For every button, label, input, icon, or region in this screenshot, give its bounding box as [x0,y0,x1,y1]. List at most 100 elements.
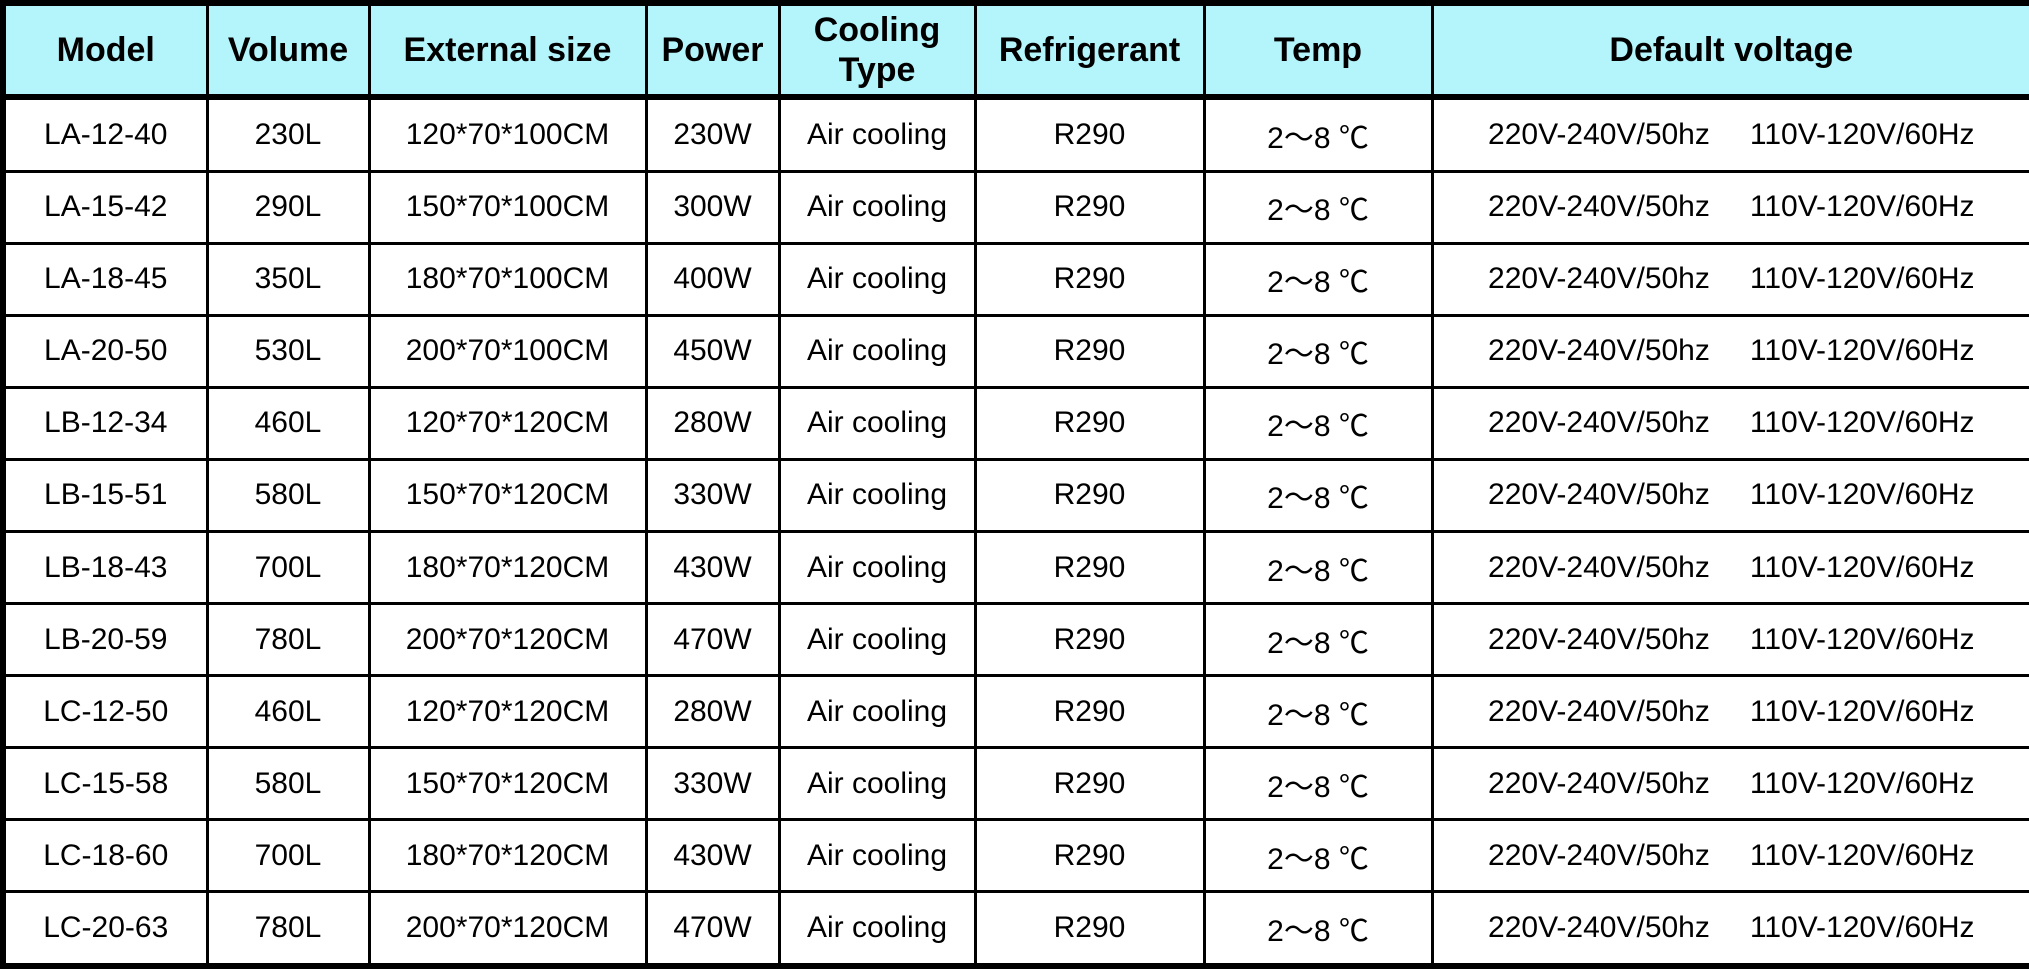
cell-temp: 2～8 ℃ [1202,95,1434,173]
cell-default_voltage: 220V-240V/50hz 110V-120V/60Hz [1430,169,2029,245]
voltage-pair: 220V-240V/50hz 110V-120V/60Hz [1488,839,1974,873]
cell-default_voltage: 220V-240V/50hz 110V-120V/60Hz [1430,457,2029,533]
cell-model: LC-12-50 [1,674,209,750]
voltage-part: 110V-120V/60Hz [1749,622,1975,656]
table-body: LA-12-40 230L 120*70*100CM 230W Air cooling R… [1,95,2029,968]
table-row: LC-15-58 580L 150*70*120CM 330W Air cooling R… [1,746,2029,822]
cell-cooling_type: Air cooling [777,385,977,461]
cell-temp: 2～8 ℃ [1202,674,1434,750]
cell-power: 300W [644,169,781,245]
column-header-model: Model [1,1,209,100]
cell-refrigerant: R290 [973,602,1206,678]
voltage-part: 110V-120V/60Hz [1749,694,1975,728]
cell-cooling_type: Air cooling [777,313,977,389]
table-row: LA-12-40 230L 120*70*100CM 230W Air cooling R… [1,95,2029,173]
cell-volume: 700L [205,818,371,894]
voltage-part: 110V-120V/60Hz [1749,117,1975,151]
cell-temp: 2～8 ℃ [1202,241,1434,317]
header-row: Model Volume External size Power Cooling Typ… [1,1,2029,100]
cell-power: 430W [644,818,781,894]
cell-refrigerant: R290 [973,890,1206,968]
voltage-part: 220V-240V/50hz [1488,190,1710,224]
column-header-external_size: External size [367,1,648,100]
cell-temp: 2～8 ℃ [1202,385,1434,461]
voltage-part: 220V-240V/50hz [1488,766,1710,800]
cell-model: LB-18-43 [1,529,209,606]
voltage-part: 220V-240V/50hz [1488,838,1710,872]
table-row: LA-20-50 530L 200*70*100CM 450W Air cooling R… [1,313,2029,389]
cell-default_voltage: 220V-240V/50hz 110V-120V/60Hz [1430,746,2029,822]
voltage-part: 110V-120V/60Hz [1749,838,1975,872]
voltage-part: 220V-240V/50hz [1488,262,1710,296]
cell-power: 330W [644,457,781,533]
cell-cooling_type: Air cooling [777,529,977,606]
cell-cooling_type: Air cooling [777,746,977,822]
cell-cooling_type: Air cooling [777,457,977,533]
voltage-part: 110V-120V/60Hz [1749,262,1975,296]
cell-temp: 2～8 ℃ [1202,529,1434,606]
voltage-part: 220V-240V/50hz [1488,622,1710,656]
cell-refrigerant: R290 [973,169,1206,245]
table-row: LC-12-50 460L 120*70*120CM 280W Air cooling R… [1,674,2029,750]
voltage-part: 110V-120V/60Hz [1749,766,1975,800]
cell-model: LA-18-45 [1,241,209,317]
cell-volume: 290L [205,169,371,245]
cell-volume: 350L [205,241,371,317]
table-row: LB-12-34 460L 120*70*120CM 280W Air cooling R… [1,385,2029,461]
column-header-temp: Temp [1202,1,1434,100]
cell-volume: 700L [205,529,371,606]
voltage-part: 220V-240V/50hz [1488,911,1710,945]
cell-refrigerant: R290 [973,95,1206,173]
cell-external_size: 200*70*100CM [367,313,648,389]
voltage-part: 110V-120V/60Hz [1749,911,1975,945]
voltage-part: 220V-240V/50hz [1488,550,1710,584]
voltage-pair: 220V-240V/50hz 110V-120V/60Hz [1488,911,1974,945]
cell-temp: 2～8 ℃ [1202,457,1434,533]
cell-external_size: 120*70*120CM [367,674,648,750]
cell-temp: 2～8 ℃ [1202,746,1434,822]
cell-temp: 2～8 ℃ [1202,602,1434,678]
cell-default_voltage: 220V-240V/50hz 110V-120V/60Hz [1430,674,2029,750]
table-header: Model Volume External size Power Cooling Typ… [1,1,2029,100]
cell-power: 280W [644,674,781,750]
cell-external_size: 180*70*100CM [367,241,648,317]
cell-external_size: 150*70*100CM [367,169,648,245]
cell-temp: 2～8 ℃ [1202,313,1434,389]
cell-power: 330W [644,746,781,822]
cell-default_voltage: 220V-240V/50hz 110V-120V/60Hz [1430,241,2029,317]
cell-default_voltage: 220V-240V/50hz 110V-120V/60Hz [1430,890,2029,968]
cell-cooling_type: Air cooling [777,602,977,678]
cell-volume: 460L [205,385,371,461]
table-row: LB-15-51 580L 150*70*120CM 330W Air cooling R… [1,457,2029,533]
table-row: LB-20-59 780L 200*70*120CM 470W Air cooling R… [1,602,2029,678]
cell-external_size: 150*70*120CM [367,746,648,822]
cell-default_voltage: 220V-240V/50hz 110V-120V/60Hz [1430,602,2029,678]
cell-default_voltage: 220V-240V/50hz 110V-120V/60Hz [1430,313,2029,389]
table-row: LA-18-45 350L 180*70*100CM 400W Air cooling R… [1,241,2029,317]
voltage-pair: 220V-240V/50hz 110V-120V/60Hz [1488,695,1974,729]
voltage-pair: 220V-240V/50hz 110V-120V/60Hz [1488,623,1974,657]
cell-model: LA-15-42 [1,169,209,245]
column-header-power: Power [644,1,781,100]
cell-external_size: 150*70*120CM [367,457,648,533]
cell-volume: 780L [205,890,371,968]
cell-power: 450W [644,313,781,389]
cell-cooling_type: Air cooling [777,95,977,173]
voltage-pair: 220V-240V/50hz 110V-120V/60Hz [1488,551,1974,585]
cell-default_voltage: 220V-240V/50hz 110V-120V/60Hz [1430,818,2029,894]
cell-refrigerant: R290 [973,674,1206,750]
cell-model: LA-12-40 [1,95,209,173]
table-row: LB-18-43 700L 180*70*120CM 430W Air cooling R… [1,529,2029,606]
cell-refrigerant: R290 [973,529,1206,606]
voltage-pair: 220V-240V/50hz 110V-120V/60Hz [1488,334,1974,368]
cell-model: LA-20-50 [1,313,209,389]
cell-power: 430W [644,529,781,606]
cell-model: LC-15-58 [1,746,209,822]
table-row: LC-20-63 780L 200*70*120CM 470W Air cooling R… [1,890,2029,968]
cell-power: 470W [644,602,781,678]
cell-model: LC-20-63 [1,890,209,968]
cell-refrigerant: R290 [973,746,1206,822]
voltage-part: 220V-240V/50hz [1488,117,1710,151]
column-header-volume: Volume [205,1,371,100]
